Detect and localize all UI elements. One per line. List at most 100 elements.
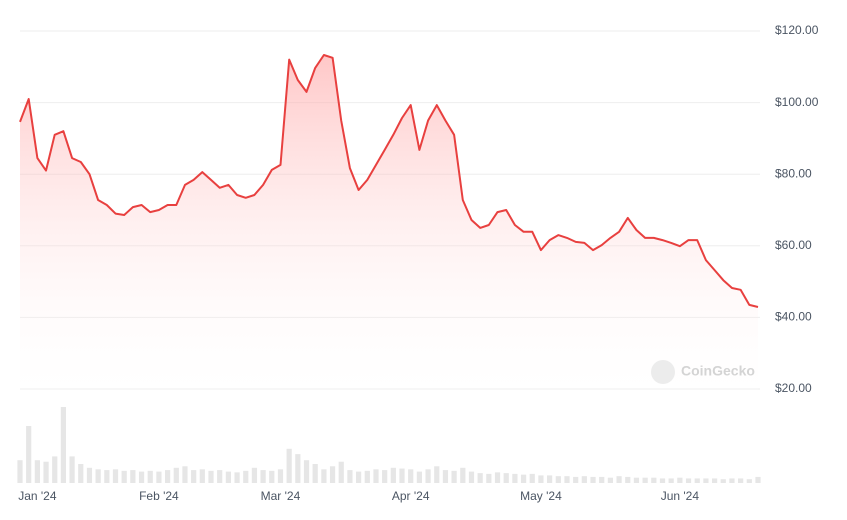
volume-bar	[616, 476, 622, 483]
volume-bar	[503, 473, 509, 483]
volume-bar	[755, 476, 761, 483]
volume-bar	[217, 470, 223, 483]
y-tick-label: $120.00	[775, 23, 819, 37]
volume-bar	[286, 448, 292, 483]
volume-bar	[468, 471, 475, 483]
volume-bar	[138, 471, 145, 483]
x-tick-label: Jun '24	[661, 489, 700, 503]
volume-bar	[86, 467, 93, 483]
volume-bar	[182, 466, 188, 483]
volume-bar	[26, 426, 32, 483]
volume-bar	[69, 456, 75, 483]
volume-bar	[625, 476, 631, 483]
volume-bar	[234, 472, 240, 483]
volume-bar	[581, 476, 587, 483]
volume-bar	[373, 469, 379, 483]
volume-bar	[607, 477, 614, 483]
volume-bar	[547, 475, 553, 483]
price-line	[19, 54, 759, 308]
x-tick-label: Jan '24	[18, 489, 57, 503]
volume-bar	[338, 461, 344, 483]
volume-bar	[147, 470, 153, 483]
volume-bar	[78, 464, 84, 483]
y-tick-label: $40.00	[775, 310, 812, 324]
volume-bar	[564, 476, 570, 483]
watermark-text: CoinGecko	[681, 363, 755, 379]
volume-bar	[321, 469, 327, 483]
volume-bar	[720, 479, 726, 483]
volume-bar	[434, 466, 440, 483]
volume-bar	[130, 470, 136, 483]
volume-bar	[590, 476, 596, 483]
volume-bar	[477, 473, 483, 483]
y-tick-label: $60.00	[775, 238, 812, 252]
watermark: CoinGecko	[651, 360, 755, 384]
volume-bar	[494, 472, 501, 483]
volume-bar	[651, 477, 657, 483]
volume-bar	[711, 478, 718, 483]
volume-bar	[486, 473, 492, 483]
volume-bar	[243, 470, 249, 483]
volume-bar	[555, 476, 561, 483]
volume-bar	[269, 470, 275, 483]
volume-bar	[312, 464, 318, 483]
volume-bar	[573, 476, 579, 483]
volume-bar	[260, 470, 266, 483]
volume-bar	[399, 468, 405, 483]
volume-bar	[520, 474, 527, 483]
volume-bar	[633, 477, 640, 483]
volume-bar	[303, 460, 310, 483]
volume-bar	[460, 467, 466, 483]
volume-bar	[95, 469, 101, 483]
volume-bar	[738, 478, 744, 483]
y-tick-label: $80.00	[775, 166, 812, 180]
volume-bar	[225, 471, 231, 483]
volume-bar	[529, 473, 535, 483]
x-tick-label: Apr '24	[392, 489, 430, 503]
y-tick-label: $20.00	[775, 381, 812, 395]
volume-bar	[729, 478, 735, 483]
volume-bar	[295, 454, 301, 483]
volume-bar	[329, 466, 336, 483]
volume-bar	[685, 478, 692, 483]
volume-bar	[425, 469, 431, 483]
volume-bar	[408, 469, 414, 483]
volume-bar	[208, 470, 214, 483]
price-area	[20, 55, 758, 395]
volume-bar	[659, 478, 666, 483]
volume-bar	[442, 470, 449, 483]
volume-bar	[277, 469, 284, 483]
volume-bar	[390, 467, 396, 483]
volume-bar	[17, 460, 23, 483]
volume-bar	[746, 479, 752, 483]
volume-bar	[347, 470, 353, 483]
volume-bar	[34, 460, 40, 483]
volume-bar	[191, 470, 197, 483]
volume-bar	[112, 469, 119, 483]
volume-bar	[43, 461, 49, 483]
volume-bar	[451, 470, 457, 483]
volume-bar	[599, 476, 605, 483]
volume-bar	[356, 471, 362, 483]
volume-bar	[703, 478, 709, 483]
volume-bar	[60, 407, 67, 483]
volume-bar	[364, 470, 370, 483]
x-tick-label: Feb '24	[139, 489, 179, 503]
y-tick-label: $100.00	[775, 95, 819, 109]
x-tick-label: May '24	[520, 489, 562, 503]
volume-bar	[677, 477, 683, 483]
x-tick-label: Mar '24	[261, 489, 301, 503]
volume-bar	[416, 471, 422, 483]
volume-bar	[199, 469, 205, 483]
volume-bar	[121, 470, 127, 483]
volume-bar	[156, 471, 162, 483]
volume-bar	[538, 475, 544, 483]
volume-bar	[642, 477, 648, 483]
volume-bar	[52, 456, 58, 483]
volume-bar	[694, 478, 700, 483]
volume-bar	[512, 473, 518, 483]
volume-bar	[668, 478, 674, 483]
volume-bar	[104, 470, 110, 483]
volume-bar	[164, 470, 171, 483]
